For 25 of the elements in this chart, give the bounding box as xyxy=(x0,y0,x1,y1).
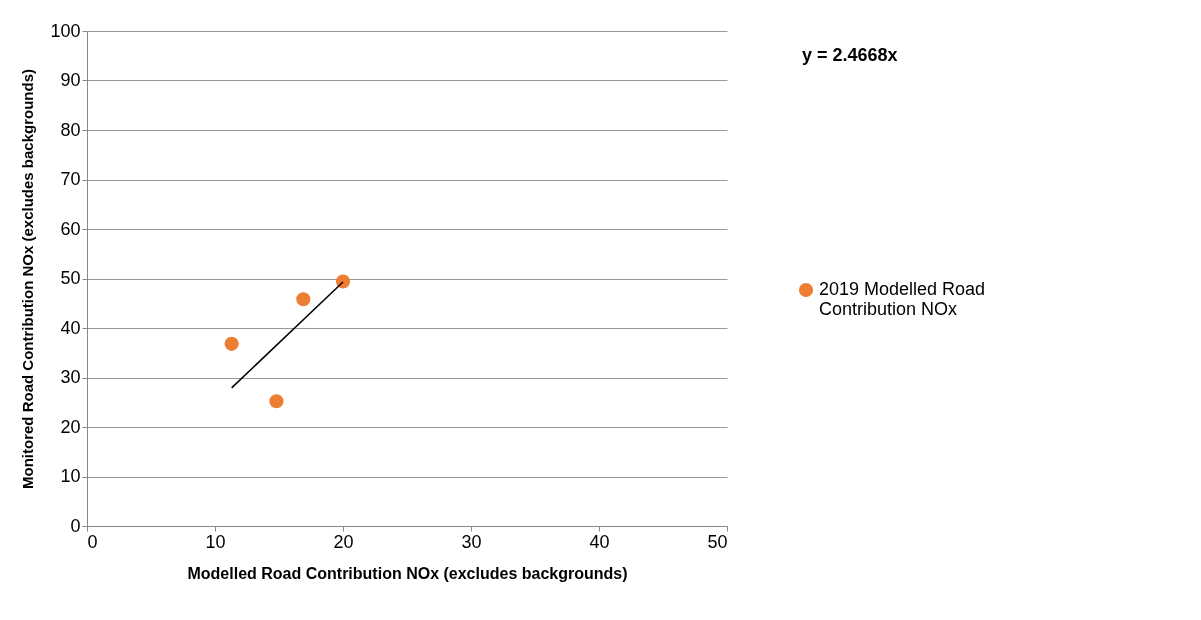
y-tick-label: 40 xyxy=(60,317,81,338)
text: y = 2.4668x xyxy=(802,45,898,65)
x-tick-label: 50 xyxy=(707,531,728,552)
point xyxy=(224,336,239,351)
y-tick-label: 30 xyxy=(60,367,81,387)
x-tick-label: 20 xyxy=(333,531,354,552)
y-tick-label: 20 xyxy=(60,416,81,437)
x-axis-title: Modelled Road Contribution NOx (excludes backgrounds) xyxy=(187,564,628,582)
point xyxy=(296,292,311,307)
y-tick-label: 10 xyxy=(60,466,81,486)
y-tick-label: 50 xyxy=(60,268,81,288)
point xyxy=(269,394,284,409)
x-tick-label: 0 xyxy=(87,531,98,552)
x-tick-label: 30 xyxy=(461,531,482,552)
y-tick-label: 100 xyxy=(50,20,81,41)
y-tick-label: 60 xyxy=(60,218,81,239)
y-tick-label: 0 xyxy=(70,515,81,536)
y-tick-label: 80 xyxy=(60,119,81,140)
y-tick-label: 70 xyxy=(60,169,81,189)
point xyxy=(335,274,351,289)
y-tick-label: 90 xyxy=(60,70,81,90)
y-axis-title: Monitored Road Contribution NOx (excludes backgrounds) xyxy=(19,68,37,490)
legend-label: 2019 Modelled Road Contribution NOx xyxy=(819,279,986,319)
x-tick-label: 40 xyxy=(589,531,610,552)
x-tick-label: 10 xyxy=(205,531,226,552)
